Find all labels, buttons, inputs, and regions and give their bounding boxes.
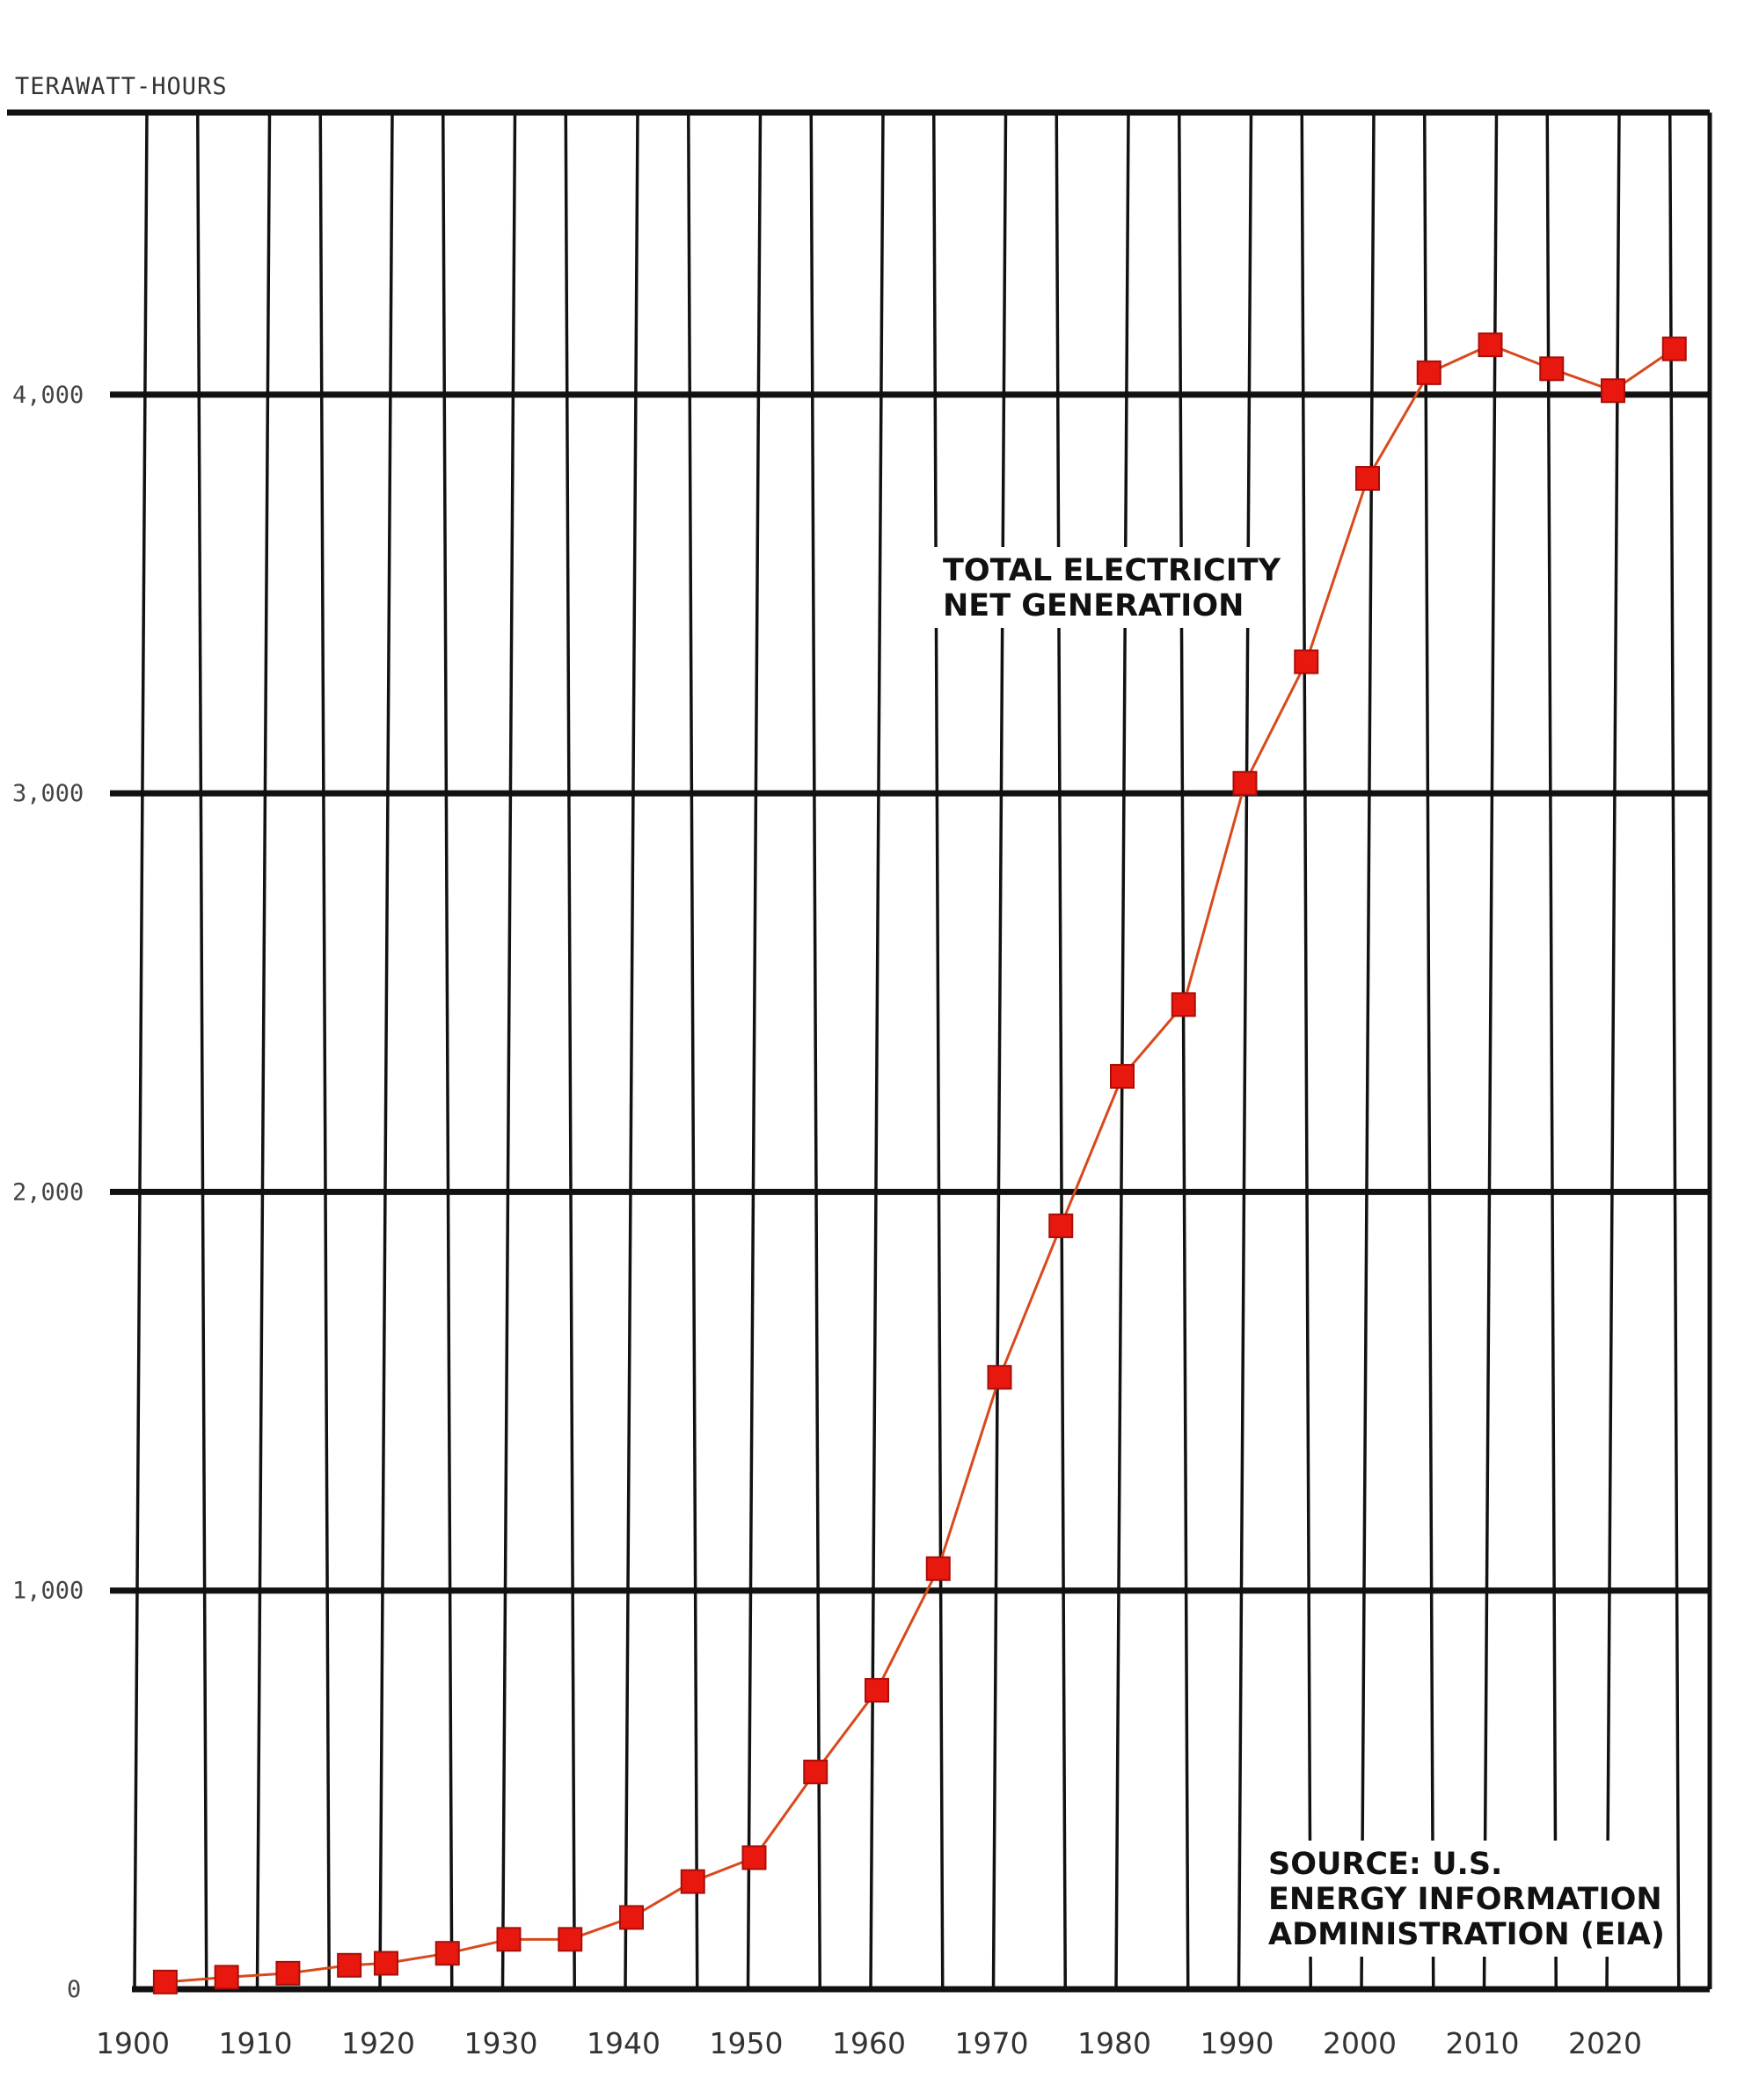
gridline-x-1995: [1300, 112, 1312, 1990]
annotation-line: TOTAL ELECTRICITY: [943, 553, 1281, 588]
gridline-x-2005: [1423, 112, 1435, 1990]
data-point-marker: [1661, 336, 1687, 361]
y-tick-label: 2,000: [12, 1178, 84, 1206]
y-tick-label: 0: [67, 1976, 81, 2003]
gridline-x-1990: [1237, 112, 1253, 1990]
gridline-x-1910: [255, 112, 272, 1990]
gridline-x-1915: [318, 112, 331, 1990]
gridline-x-1940: [624, 112, 639, 1990]
x-tick-label: 1970: [955, 2026, 1029, 2060]
x-tick-label: 1930: [464, 2026, 538, 2060]
gridline-x-2000: [1360, 112, 1376, 1990]
gridline-x-2010: [1482, 112, 1499, 1990]
gridline-x-1930: [500, 112, 517, 1990]
gridlines: [7, 109, 1712, 1993]
y-tick-label: 4,000: [12, 382, 84, 409]
data-point-marker: [1232, 770, 1258, 796]
gridline-x-1935: [564, 112, 576, 1990]
data-point-marker: [434, 1941, 460, 1966]
gridline-x-1925: [442, 112, 454, 1990]
x-tick-label: 1960: [832, 2026, 906, 2060]
data-point-marker: [1539, 356, 1565, 382]
gridline-x-1945: [687, 112, 699, 1990]
gridline-x-1970: [991, 112, 1008, 1990]
data-point-marker: [275, 1960, 301, 1986]
y-axis-label: TERAWATT-HOURS: [15, 73, 228, 100]
data-point-marker: [214, 1965, 239, 1990]
series-total-net-generation: [152, 332, 1687, 1994]
y-tick-label: 3,000: [12, 780, 84, 807]
gridline-x-1975: [1055, 112, 1067, 1990]
x-tick-label: 1900: [96, 2026, 170, 2060]
annotation-line: NET GENERATION: [943, 588, 1244, 623]
data-point-marker: [1478, 332, 1503, 358]
annotation-line: ADMINISTRATION (EIA): [1268, 1917, 1665, 1952]
annotation-line: SOURCE: U.S.: [1268, 1847, 1502, 1882]
data-point-marker: [987, 1365, 1012, 1390]
data-point-marker: [337, 1952, 362, 1978]
annotation-background: [934, 547, 1268, 628]
data-point-marker: [803, 1759, 828, 1784]
x-tick-label: 1980: [1077, 2026, 1151, 2060]
x-tick-label: 1950: [710, 2026, 784, 2060]
x-tick-label: 1940: [587, 2026, 661, 2060]
x-tick-label: 2020: [1568, 2026, 1642, 2060]
data-point-marker: [925, 1556, 951, 1581]
gridline-x-2025: [1668, 112, 1681, 1990]
data-point-marker: [865, 1678, 889, 1703]
data-point-marker: [680, 1869, 705, 1894]
source-annotation: SOURCE: U.S.ENERGY INFORMATIONADMINISTRA…: [1259, 1841, 1673, 1957]
gridline-x-1960: [869, 112, 885, 1990]
gridline-x-1950: [746, 112, 763, 1990]
x-tick-label: 2000: [1323, 2026, 1397, 2060]
x-tick-labels: 1900 1910 1920 1930 1940 1950 1960 1970 1980 1990…: [96, 2026, 1642, 2060]
x-tick-label: 1920: [341, 2026, 415, 2060]
data-point-marker: [1416, 360, 1442, 385]
data-point-marker: [1110, 1063, 1135, 1089]
gridline-x-1920: [378, 112, 394, 1990]
annotation-line: ENERGY INFORMATION: [1268, 1882, 1662, 1917]
data-point-marker: [1355, 465, 1380, 491]
x-tick-label: 1910: [219, 2026, 293, 2060]
gridline-x-1985: [1178, 112, 1190, 1990]
x-tick-label: 2010: [1446, 2026, 1520, 2060]
data-point-marker: [741, 1845, 767, 1870]
data-point-marker: [1171, 992, 1196, 1017]
gridline-x-1905: [196, 112, 208, 1990]
data-point-marker: [619, 1905, 644, 1930]
gridline-x-1980: [1114, 112, 1130, 1990]
data-point-marker: [1601, 378, 1625, 404]
y-tick-label: 1,000: [12, 1578, 84, 1605]
data-point-marker: [558, 1927, 583, 1952]
data-point-marker: [1048, 1213, 1074, 1238]
data-point-marker: [1294, 649, 1319, 674]
gridline-x-1900: [133, 112, 149, 1990]
gridline-x-1965: [932, 112, 945, 1990]
data-point-marker: [374, 1951, 398, 1976]
gridline-x-2015: [1545, 112, 1558, 1990]
gridline-x-2020: [1605, 112, 1621, 1990]
data-point-marker: [152, 1969, 178, 1994]
series-line: [164, 343, 1675, 1984]
data-point-marker: [496, 1927, 522, 1952]
x-tick-label: 1990: [1201, 2026, 1274, 2060]
y-tick-labels: 0 1,000 2,000 3,000 4,000: [12, 382, 84, 2003]
annotation-background: [1259, 1841, 1673, 1957]
gridline-x-1955: [809, 112, 821, 1990]
